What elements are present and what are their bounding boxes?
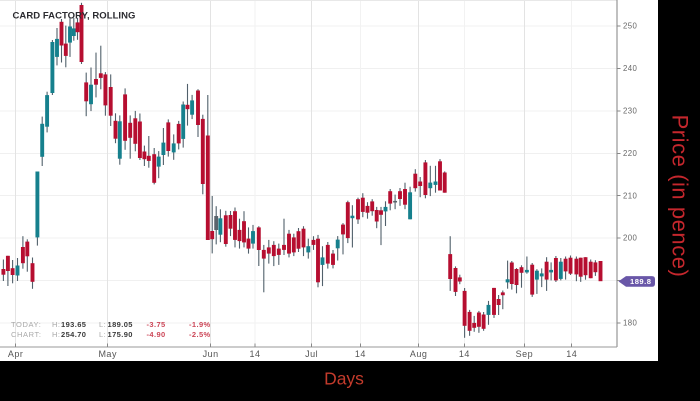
svg-text:14: 14 bbox=[459, 349, 470, 359]
svg-text:Price (in pence): Price (in pence) bbox=[668, 115, 693, 278]
svg-text:254.70: 254.70 bbox=[61, 330, 86, 339]
svg-text:14: 14 bbox=[355, 349, 366, 359]
svg-text:Apr: Apr bbox=[8, 349, 24, 359]
svg-text:Sep: Sep bbox=[516, 349, 534, 359]
svg-text:-1.9%: -1.9% bbox=[189, 320, 211, 329]
svg-text:-2.5%: -2.5% bbox=[189, 330, 211, 339]
svg-text:189.05: 189.05 bbox=[108, 320, 133, 329]
svg-text:210: 210 bbox=[623, 191, 637, 200]
svg-text:230: 230 bbox=[623, 107, 637, 116]
svg-text:220: 220 bbox=[623, 149, 637, 158]
svg-text:Days: Days bbox=[324, 369, 364, 389]
svg-text:14: 14 bbox=[566, 349, 577, 359]
svg-text:CARD FACTORY, ROLLING: CARD FACTORY, ROLLING bbox=[13, 11, 136, 22]
svg-text:-3.75: -3.75 bbox=[147, 320, 166, 329]
svg-text:189.8: 189.8 bbox=[630, 277, 652, 286]
svg-text:May: May bbox=[98, 349, 117, 359]
svg-text:200: 200 bbox=[623, 234, 637, 243]
svg-text:L:: L: bbox=[99, 330, 106, 339]
svg-text:180: 180 bbox=[623, 319, 637, 328]
svg-text:193.65: 193.65 bbox=[61, 320, 86, 329]
svg-text:Jun: Jun bbox=[203, 349, 219, 359]
svg-text:240: 240 bbox=[623, 64, 637, 73]
svg-text:14: 14 bbox=[249, 349, 260, 359]
svg-text:Jul: Jul bbox=[305, 349, 318, 359]
svg-text:H:: H: bbox=[52, 320, 60, 329]
svg-text:175.90: 175.90 bbox=[108, 330, 133, 339]
svg-text:250: 250 bbox=[623, 22, 637, 31]
svg-text:L:: L: bbox=[99, 320, 106, 329]
svg-text:Aug: Aug bbox=[410, 349, 428, 359]
svg-text:TODAY:: TODAY: bbox=[11, 320, 41, 329]
svg-text:H:: H: bbox=[52, 330, 60, 339]
svg-text:-4.90: -4.90 bbox=[147, 330, 166, 339]
svg-text:CHART:: CHART: bbox=[11, 330, 42, 339]
